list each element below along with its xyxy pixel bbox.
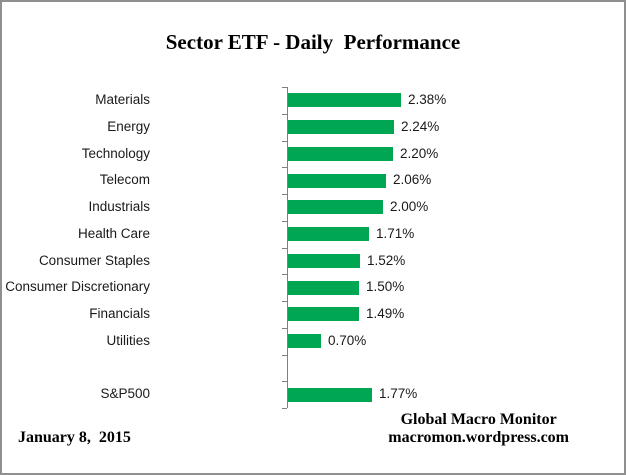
- credit-line-2: macromon.wordpress.com: [388, 429, 569, 446]
- category-label: Materials: [95, 92, 150, 107]
- category-label: Industrials: [88, 199, 150, 214]
- chart-row: Materials 2.38%: [2, 87, 624, 114]
- value-label: 1.49%: [366, 306, 405, 321]
- chart-row: Energy 2.24%: [2, 114, 624, 141]
- chart-row: S&P500 1.77%: [2, 381, 624, 408]
- bar: [288, 280, 359, 295]
- chart-title: Sector ETF - Daily Performance: [165, 30, 461, 54]
- chart-row: Health Care 1.71%: [2, 221, 624, 248]
- value-label: 1.77%: [379, 386, 418, 402]
- axis-tick: [282, 114, 287, 115]
- chart-row: Financials 1.49%: [2, 301, 624, 328]
- bar: [288, 253, 360, 268]
- category-axis-line: [287, 87, 288, 408]
- axis-tick: [282, 355, 287, 356]
- value-label: 0.70%: [328, 332, 367, 348]
- bar: [288, 227, 369, 242]
- value-label: 1.52%: [367, 252, 406, 268]
- plot-area: Materials 2.38% Energy 2.24% Technology 2.20%…: [2, 87, 624, 409]
- axis-tick: [282, 167, 287, 168]
- chart-row: Consumer Staples 1.52%: [2, 248, 624, 275]
- value-label: 1.50%: [366, 279, 405, 295]
- chart-row: Industrials 2.00%: [2, 194, 624, 221]
- value-label: 2.06%: [393, 172, 432, 188]
- category-label: Financials: [89, 306, 150, 321]
- bar: [288, 173, 386, 188]
- credit-line-1: Global Macro Monitor: [400, 411, 557, 428]
- axis-tick: [282, 248, 287, 249]
- axis-tick: [282, 328, 287, 329]
- value-label: 2.38%: [408, 92, 447, 107]
- axis-tick: [282, 408, 287, 409]
- category-label: S&P500: [100, 386, 150, 402]
- category-label: Consumer Discretionary: [5, 279, 150, 295]
- value-label: 2.20%: [400, 145, 439, 161]
- chart-row: Consumer Discretionary 1.50%: [2, 274, 624, 301]
- chart-row: Telecom 2.06%: [2, 167, 624, 194]
- axis-tick: [282, 141, 287, 142]
- category-label: Technology: [81, 145, 150, 161]
- axis-tick: [282, 381, 287, 382]
- category-label: Health Care: [77, 225, 150, 241]
- bar: [288, 387, 372, 402]
- bar: [288, 200, 383, 215]
- category-label: Telecom: [99, 172, 150, 188]
- bar: [288, 93, 401, 108]
- axis-tick: [282, 87, 287, 88]
- axis-tick: [282, 194, 287, 195]
- category-label: Utilities: [106, 332, 150, 348]
- value-label: 2.24%: [401, 118, 440, 134]
- axis-tick: [282, 301, 287, 302]
- axis-tick: [282, 221, 287, 222]
- category-label: Consumer Staples: [38, 252, 150, 268]
- value-label: 1.71%: [376, 225, 415, 241]
- bar: [288, 146, 393, 161]
- bar: [288, 334, 321, 349]
- bar: [288, 120, 394, 135]
- chart-row: Utilities 0.70%: [2, 328, 624, 355]
- bar: [288, 307, 359, 322]
- axis-tick: [282, 274, 287, 275]
- chart-row: Technology 2.20%: [2, 141, 624, 168]
- category-label: Energy: [107, 118, 150, 134]
- credit-block: Global Macro Monitor macromon.wordpress.…: [388, 411, 569, 447]
- value-label: 2.00%: [390, 199, 429, 214]
- date-label: January 8, 2015: [18, 429, 131, 446]
